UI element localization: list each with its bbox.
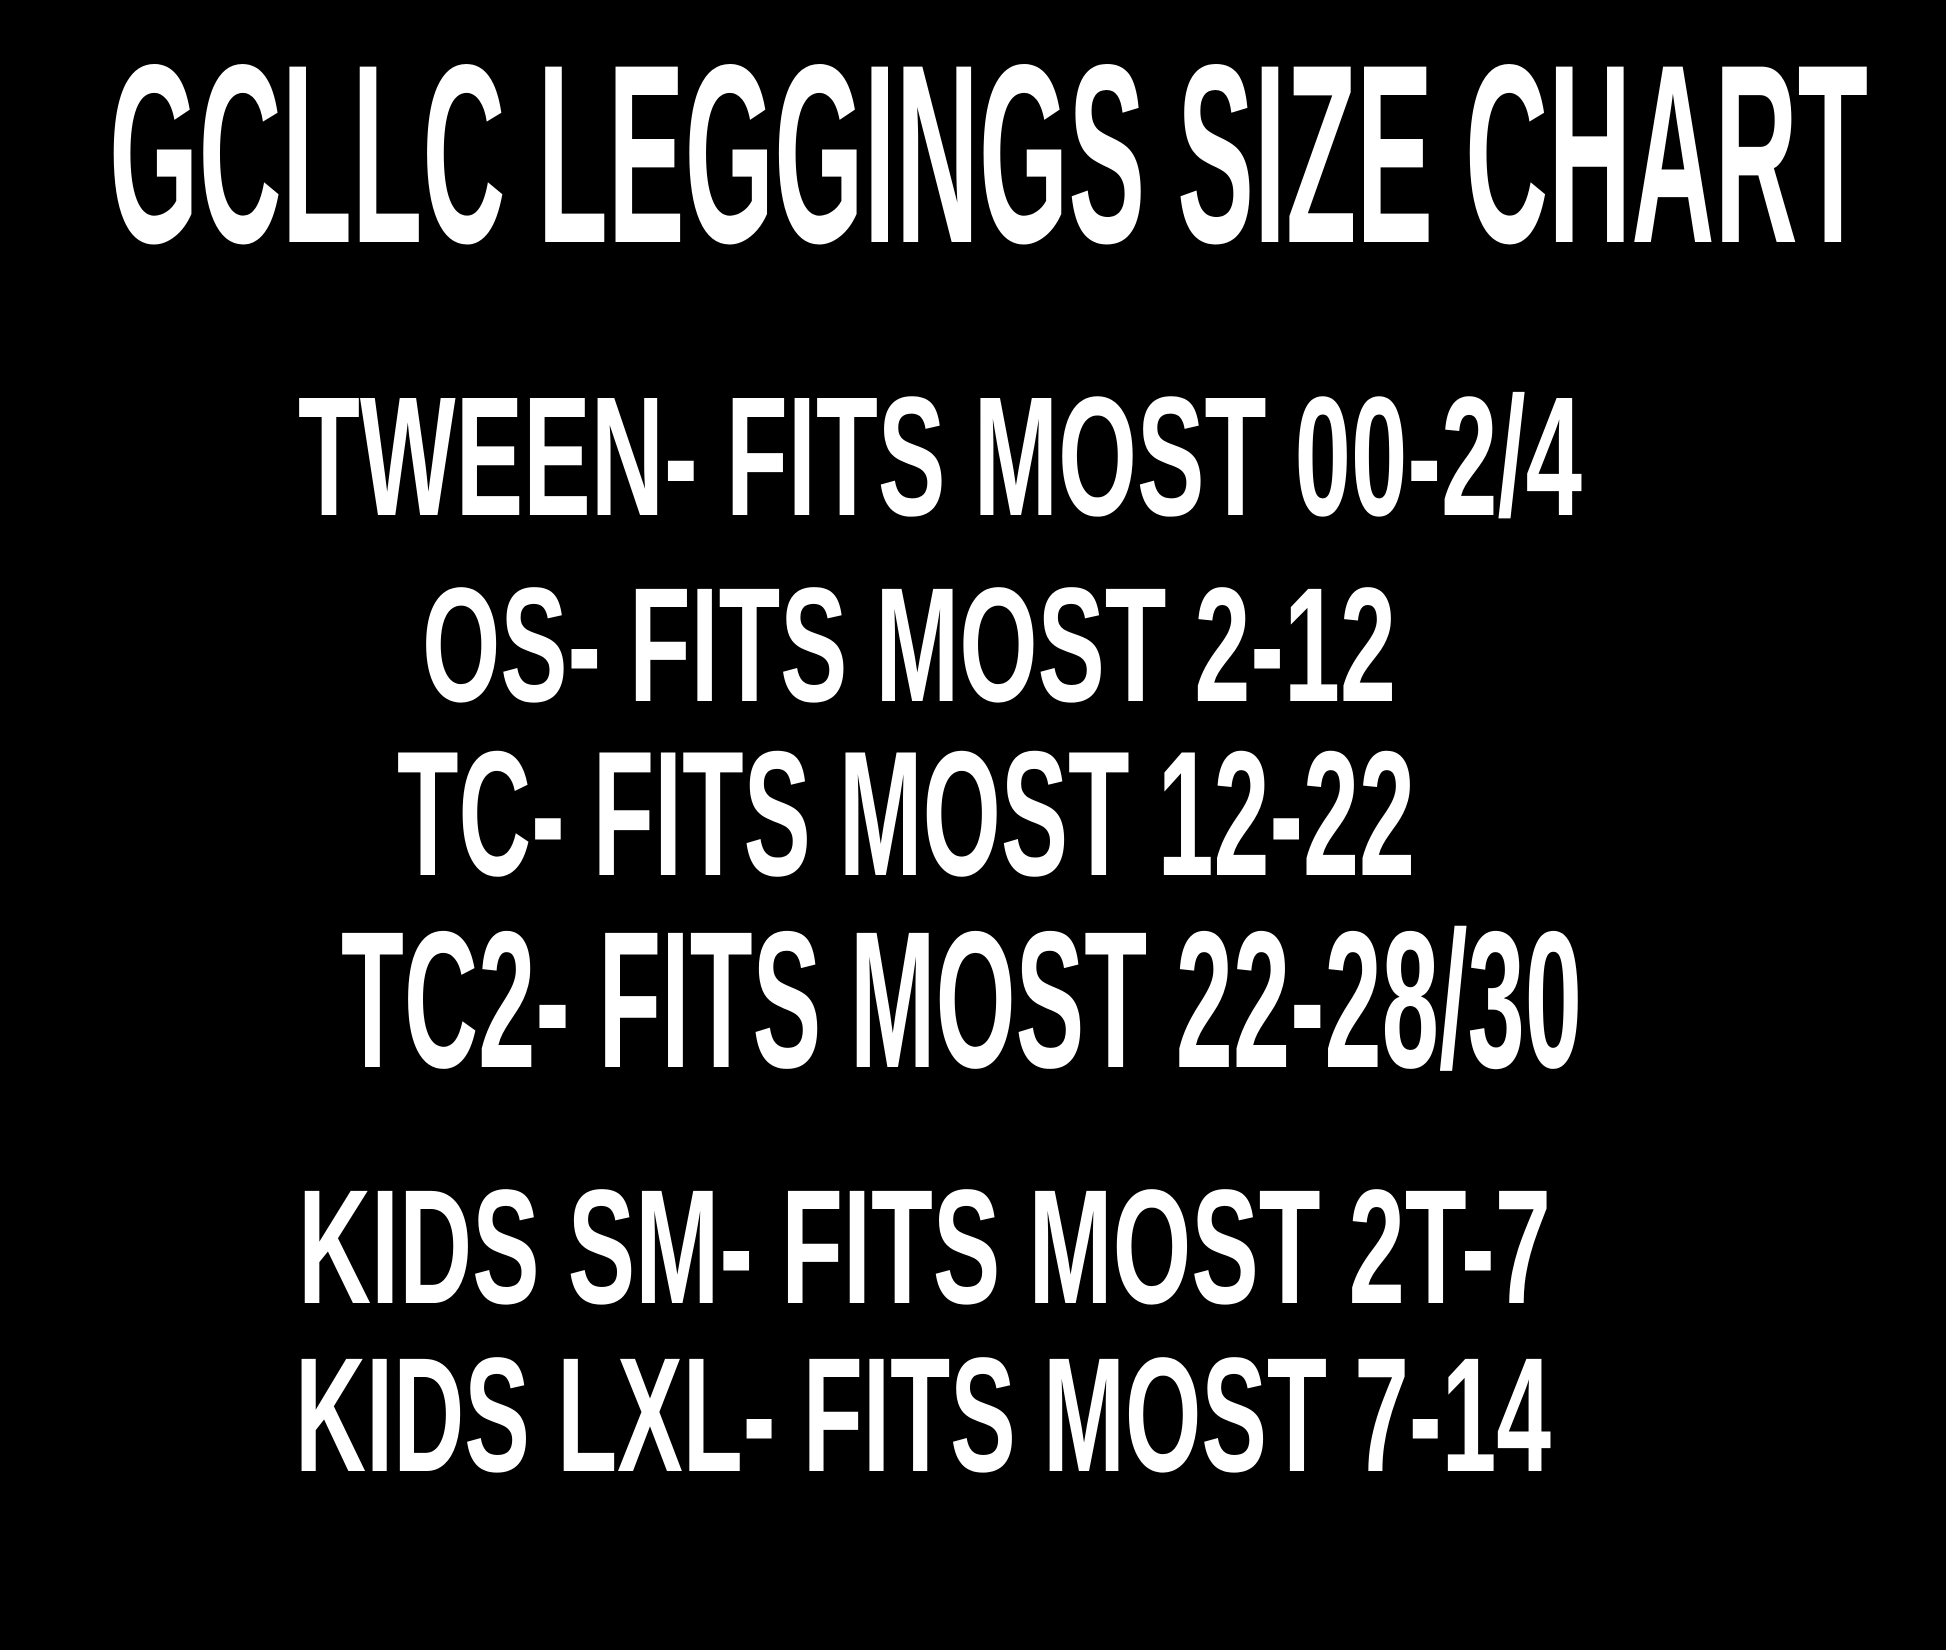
size-line-kids-lxl: KIDS LXL- FITS MOST 7-14	[295, 1323, 1551, 1506]
size-line-kids-sm: KIDS SM- FITS MOST 2T-7	[298, 1155, 1551, 1338]
size-line-tween: TWEEN- FITS MOST 00-2/4	[298, 362, 1582, 552]
size-line-os: OS- FITS MOST 2-12	[422, 553, 1396, 736]
size-line-tc2: TC2- FITS MOST 22-28/30	[341, 891, 1582, 1109]
chart-title: GCLLC LEGGINGS SIZE CHART	[109, 12, 1868, 297]
size-line-tc: TC- FITS MOST 12-22	[397, 714, 1415, 913]
